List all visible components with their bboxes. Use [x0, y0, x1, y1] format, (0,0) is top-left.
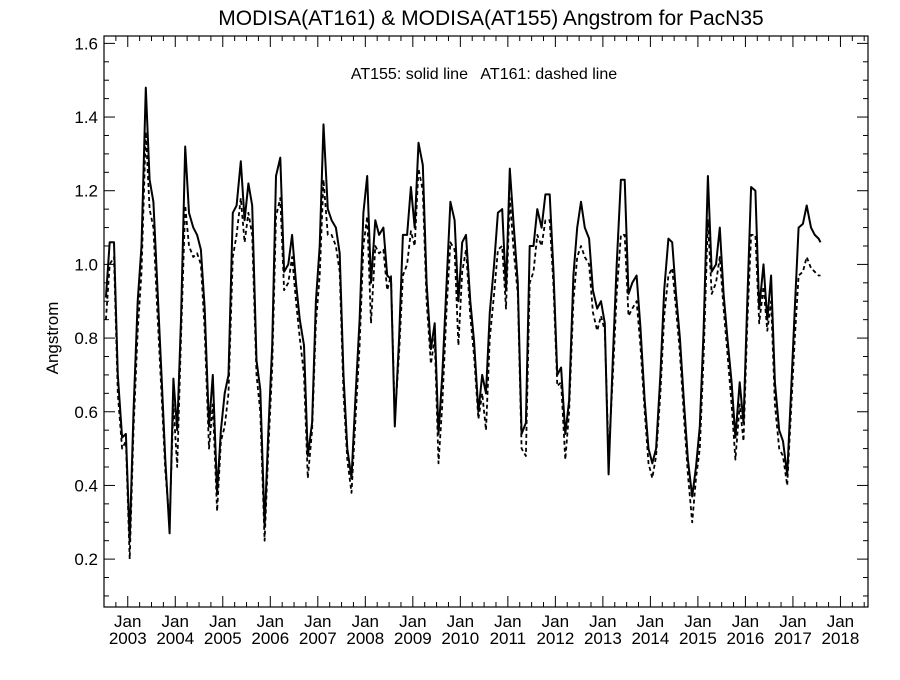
x-tick-month-label: Jan	[732, 612, 759, 631]
x-tick-year-label: 2011	[490, 629, 527, 648]
x-tick-year-label: 2015	[679, 629, 717, 648]
x-tick-month-label: Jan	[209, 612, 236, 631]
x-tick-month-label: Jan	[684, 612, 711, 631]
series-layer	[104, 86, 822, 560]
x-tick-year-label: 2017	[774, 629, 812, 648]
y-tick-label: 1.6	[74, 34, 98, 53]
x-tick-month-label: Jan	[637, 612, 664, 631]
x-tick-year-label: 2010	[441, 629, 479, 648]
y-tick-label: 1.2	[74, 182, 98, 201]
x-tick-month-label: Jan	[114, 612, 141, 631]
chart-title: MODISA(AT161) & MODISA(AT155) Angstrom f…	[218, 7, 763, 30]
x-tick-year-label: 2006	[251, 629, 289, 648]
x-tick-year-label: 2003	[109, 629, 147, 648]
x-tick-month-label: Jan	[257, 612, 284, 631]
x-tick-month-label: Jan	[162, 612, 189, 631]
x-tick-month-label: Jan	[779, 612, 806, 631]
x-tick-year-label: 2014	[631, 629, 669, 648]
y-tick-label: 1.0	[74, 255, 98, 274]
y-tick-label: 0.2	[74, 550, 98, 569]
x-tick-month-label: Jan	[304, 612, 331, 631]
x-tick-month-label: Jan	[399, 612, 426, 631]
plot-frame	[103, 35, 869, 608]
x-tick-year-label: 2005	[204, 629, 242, 648]
y-tick-label: 1.4	[74, 108, 98, 127]
x-axis: Jan2003Jan2004Jan2005Jan2006Jan2007Jan20…	[109, 36, 865, 648]
x-tick-month-label: Jan	[827, 612, 854, 631]
y-axis-label: Angstrom	[43, 302, 62, 375]
x-tick-month-label: Jan	[447, 612, 474, 631]
y-tick-label: 0.4	[74, 476, 98, 495]
x-tick-year-label: 2013	[584, 629, 622, 648]
x-tick-year-label: 2018	[822, 629, 860, 648]
x-tick-year-label: 2016	[727, 629, 765, 648]
y-tick-label: 0.6	[74, 403, 98, 422]
series-style-note: AT155: solid line AT161: dashed line	[351, 66, 617, 83]
x-tick-month-label: Jan	[494, 612, 521, 631]
y-axis: 0.2 0.4 0.6 0.8 1.0 1.2 1.4 1.6	[74, 34, 868, 597]
y-tick-label: 0.8	[74, 329, 98, 348]
series-line-at161	[105, 130, 821, 560]
x-tick-year-label: 2008	[346, 629, 384, 648]
x-tick-year-label: 2012	[536, 629, 574, 648]
series-line-at155	[104, 86, 822, 542]
x-tick-month-label: Jan	[352, 612, 379, 631]
x-tick-month-label: Jan	[542, 612, 569, 631]
x-tick-year-label: 2007	[299, 629, 337, 648]
x-tick-year-label: 2009	[394, 629, 432, 648]
x-tick-month-label: Jan	[589, 612, 616, 631]
x-tick-year-label: 2004	[156, 629, 194, 648]
